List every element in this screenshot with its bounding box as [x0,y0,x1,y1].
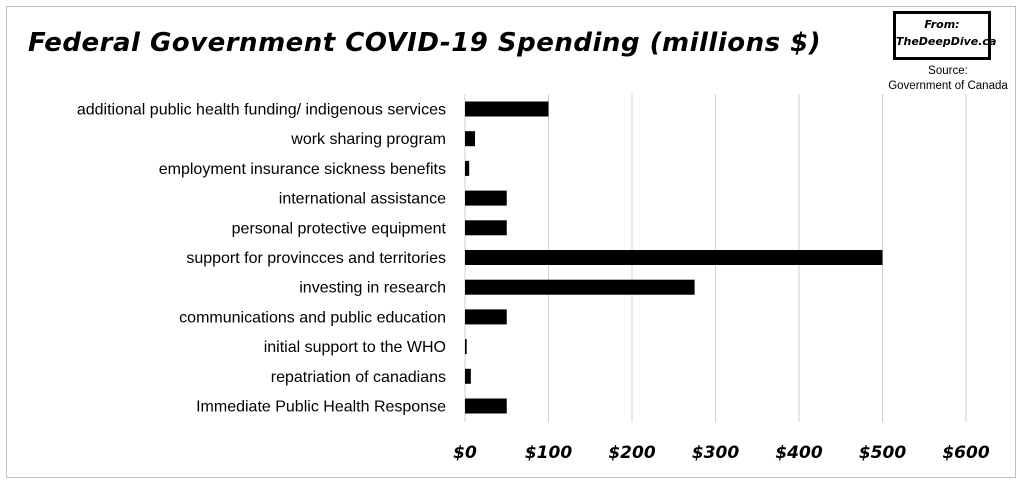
category-labels: additional public health funding/ indige… [77,102,447,416]
x-tick-label: $500 [859,443,906,463]
source-note: Source: Government of Canada [878,64,1018,94]
category-label: personal protective equipment [232,220,447,237]
bars [465,101,883,414]
bar [465,309,507,325]
category-label: repatriation of canadians [271,369,446,386]
bar [465,190,507,206]
category-label: work sharing program [290,131,446,148]
brand-site-text: TheDeepDive.ca [896,35,997,48]
bar [465,398,507,414]
category-label: investing in research [299,280,446,297]
bar [465,220,507,236]
x-tick-label: $300 [692,443,739,463]
bar [465,339,467,355]
category-label: Immediate Public Health Response [196,399,446,416]
bar [465,279,695,295]
brand-from-text: From: [924,18,960,31]
x-tick-label: $600 [942,443,989,463]
category-label: support for provincces and territories [186,250,446,267]
category-label: initial support to the WHO [264,339,446,356]
bar [465,368,471,384]
brand-logo-box: From: TheDeepDive.ca [893,11,997,60]
source-label: Source: [928,65,968,77]
category-label: international assistance [279,191,446,208]
x-tick-label: $0 [453,443,477,463]
bar [465,250,883,265]
chart-frame [6,6,1016,478]
x-tick-label: $200 [608,443,655,463]
bar [465,101,549,117]
source-value: Government of Canada [888,80,1008,92]
chart-title: Federal Government COVID-19 Spending (mi… [28,28,822,58]
category-label: employment insurance sickness benefits [159,161,446,178]
x-tick-labels: $0 $100 $200 $300 $400 $500 $600 [453,443,990,463]
bar [465,160,470,176]
bar [465,131,476,147]
x-tick-label: $100 [525,443,572,463]
category-label: additional public health funding/ indige… [77,102,446,119]
x-tick-label: $400 [775,443,822,463]
category-label: communications and public education [179,309,446,326]
